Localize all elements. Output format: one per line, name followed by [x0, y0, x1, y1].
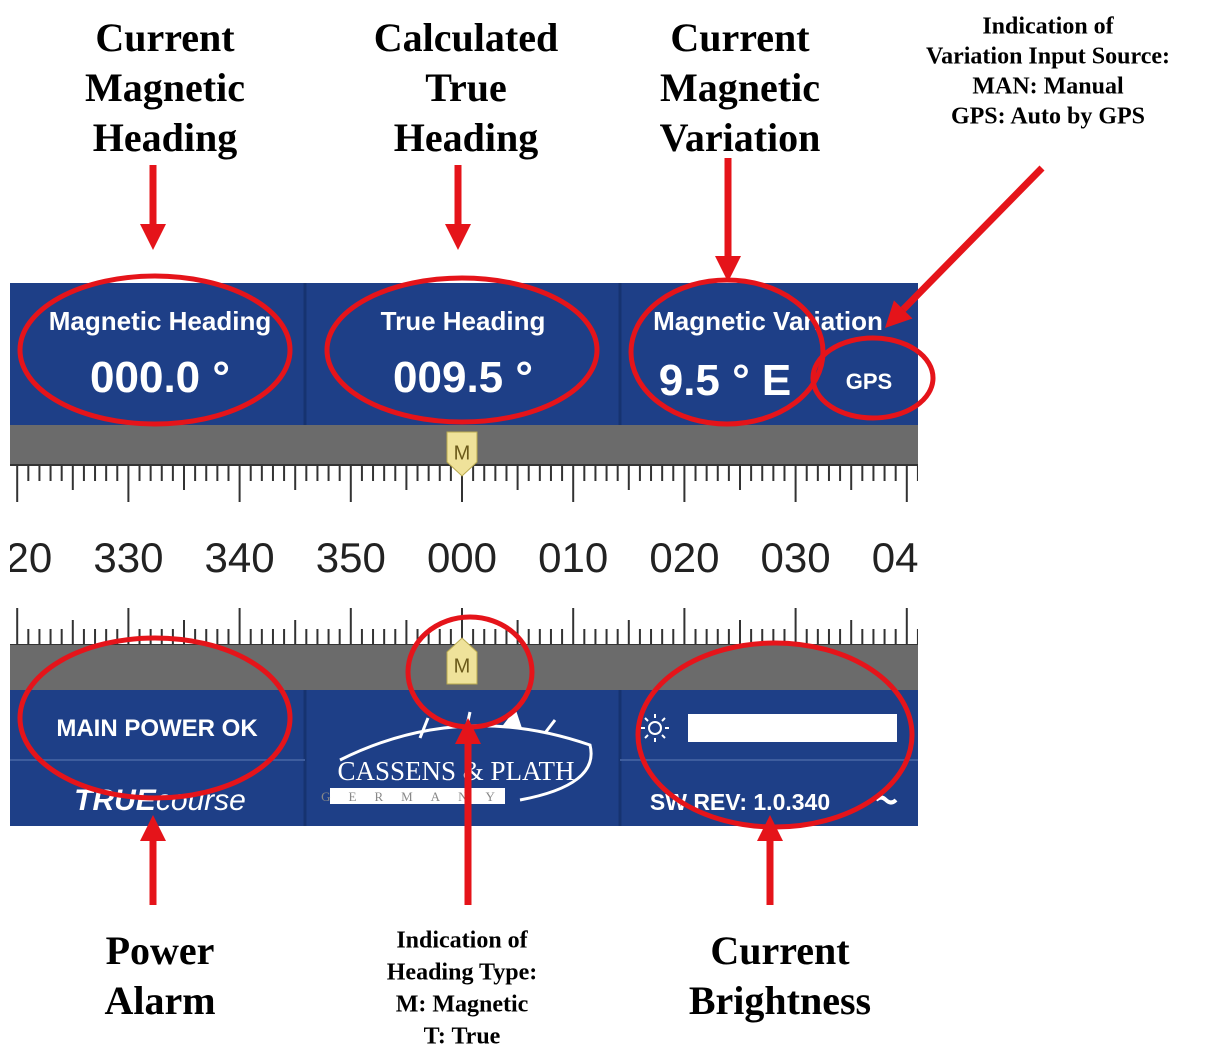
annotation-line: Heading — [93, 115, 237, 160]
annotation-line: Heading Type: — [387, 960, 537, 986]
annotation-line: Current — [710, 928, 850, 973]
annotation-line: T: True — [424, 1024, 501, 1050]
annotation-line: Indication of — [396, 928, 528, 954]
logo-name: CASSENS & PLATH — [337, 756, 574, 786]
panel-label: Magnetic Variation — [653, 306, 883, 336]
panel-value: 000.0 ° — [90, 353, 230, 402]
annotation-line: Current — [95, 15, 235, 60]
annotation-line: Indication of — [982, 14, 1114, 40]
annotation-line: Current — [670, 15, 810, 60]
annotation-line: GPS: Auto by GPS — [951, 104, 1145, 130]
annotation-line: Alarm — [104, 978, 215, 1023]
scale-label: 020 — [649, 534, 719, 581]
annotation-line: Calculated — [374, 15, 558, 60]
heading-type: M — [454, 442, 471, 464]
arrow-head — [140, 224, 166, 250]
scale-label: 040 — [872, 534, 942, 581]
annotation-line: Magnetic — [660, 65, 820, 110]
product-name-rest: course — [156, 784, 246, 817]
annotation-line: Brightness — [689, 978, 871, 1023]
brightness-bar — [688, 714, 897, 742]
annotation-line: True — [425, 65, 506, 110]
power-status: MAIN POWER OK — [56, 715, 258, 742]
annotation-line: Heading — [394, 115, 538, 160]
arrow-shaft — [903, 168, 1042, 309]
panel-value: 009.5 ° — [393, 353, 533, 402]
annotation-line: Variation Input Source: — [926, 44, 1170, 70]
scale-label: 330 — [93, 534, 163, 581]
scale-labels: 320 330 340 350 000 010 020 030 040 — [0, 534, 942, 581]
annotated-screenshot: 320 330 340 350 000 010 020 030 040 M M Magnetic… — [0, 0, 1219, 1059]
scale-label: 000 — [427, 534, 497, 581]
variation-source: GPS — [846, 369, 892, 394]
logo-country: GERMANY — [321, 789, 513, 804]
annotation-line: M: Magnetic — [396, 992, 529, 1018]
scale-label: 320 — [0, 534, 52, 581]
annotation-line: Magnetic — [85, 65, 245, 110]
heading-type: M — [454, 655, 471, 677]
scale-label: 030 — [761, 534, 831, 581]
annotation-line: Power — [106, 928, 215, 973]
panel-value: 9.5 ° E — [659, 356, 792, 405]
scale-label: 350 — [316, 534, 386, 581]
annotation-line: MAN: Manual — [972, 74, 1124, 100]
panel-label: Magnetic Heading — [49, 306, 271, 336]
scale-label: 340 — [205, 534, 275, 581]
annotation-line: Variation — [660, 115, 821, 160]
panel-label: True Heading — [381, 306, 546, 336]
scale-label: 010 — [538, 534, 608, 581]
arrow-head — [445, 224, 471, 250]
